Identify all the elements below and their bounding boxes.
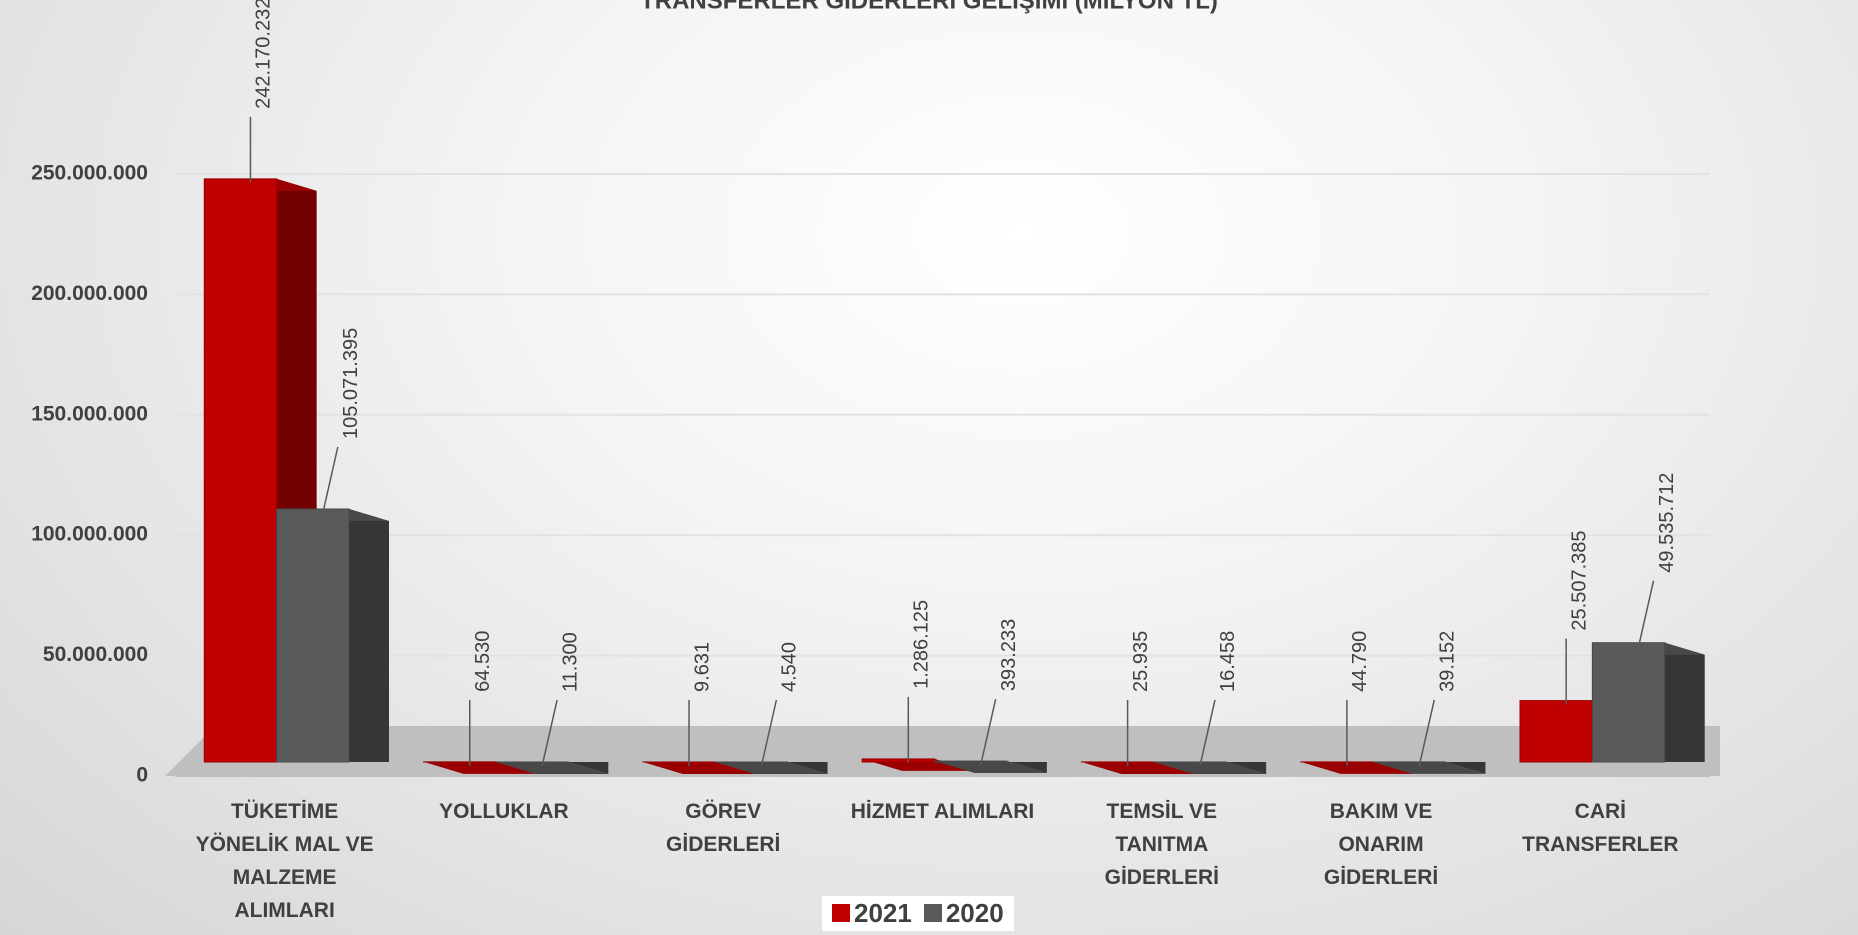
- bar-side: [1664, 642, 1705, 762]
- leader-line: [1637, 580, 1655, 647]
- x-tick-label: TÜKETİME YÖNELİK MAL VE MALZEME ALIMLARI: [195, 800, 374, 922]
- data-label: 64.530: [472, 631, 494, 692]
- data-label: 25.507.385: [1568, 530, 1590, 630]
- data-label: 1.286.125: [911, 600, 933, 689]
- data-label: 16.458: [1217, 631, 1239, 692]
- bar-side: [349, 508, 390, 762]
- bar-top: [715, 761, 828, 774]
- x-tick-label: BAKIM VE ONARIM GİDERLERİ: [1323, 800, 1439, 889]
- leader-line: [979, 698, 997, 766]
- x-tick-label: YOLLUKLAR: [439, 800, 569, 823]
- x-tick-label: TEMSİL VE TANITMA GİDERLERİ: [1104, 800, 1219, 889]
- legend-label: 2021: [854, 898, 912, 928]
- leader-line: [322, 446, 339, 514]
- bar: [1591, 642, 1666, 763]
- data-label: 105.071.395: [340, 328, 362, 439]
- data-label: 25.935: [1130, 631, 1152, 692]
- data-label: 4.540: [779, 642, 801, 692]
- legend-item: 2020: [923, 898, 1004, 929]
- data-label: 393.233: [998, 619, 1020, 691]
- legend-swatch: [923, 904, 942, 922]
- data-label: 9.631: [691, 642, 713, 692]
- chart-title: TRANSFERLER GİDERLERİ GELİŞİMİ (MİLYON T…: [640, 0, 1218, 14]
- y-tick-label: 0: [136, 764, 148, 787]
- data-label: 39.152: [1437, 631, 1459, 692]
- y-tick-label: 250.000.000: [31, 162, 148, 185]
- bar: [861, 758, 936, 763]
- bar-top: [1153, 761, 1267, 774]
- legend-swatch: [832, 904, 850, 922]
- y-tick-label: 150.000.000: [31, 402, 148, 425]
- bar: [934, 760, 1008, 763]
- bar-top: [495, 761, 609, 774]
- y-tick-label: 100.000.000: [31, 523, 148, 546]
- x-tick-label: GÖREV GİDERLERİ: [666, 800, 781, 856]
- data-label: 11.300: [559, 632, 581, 692]
- x-tick-label: CARİ TRANSFERLER: [1522, 800, 1679, 856]
- bar-top: [1300, 761, 1414, 774]
- bar: [1519, 700, 1593, 763]
- leader-line: [1199, 699, 1216, 767]
- bar-top: [642, 761, 756, 774]
- y-tick-label: 200.000.000: [31, 282, 148, 305]
- data-label: 44.790: [1349, 631, 1371, 692]
- bar-top: [934, 761, 1047, 774]
- legend-item: 2021: [832, 898, 912, 929]
- leader-line: [760, 699, 778, 767]
- bar: [276, 508, 350, 763]
- y-tick-label: 50.000.000: [43, 643, 148, 666]
- legend-label: 2020: [945, 898, 1004, 928]
- legend: 2021 2020: [822, 896, 1014, 931]
- bar-top: [1373, 761, 1486, 774]
- bar-top: [1081, 761, 1194, 774]
- leader-line: [1418, 699, 1435, 767]
- leader-line: [541, 699, 558, 767]
- data-label: 242.170.232: [253, 0, 275, 109]
- data-label: 49.535.712: [1656, 473, 1678, 573]
- bar-top: [423, 761, 536, 774]
- x-tick-label: HİZMET ALIMLARI: [850, 800, 1035, 823]
- bar: [203, 178, 278, 763]
